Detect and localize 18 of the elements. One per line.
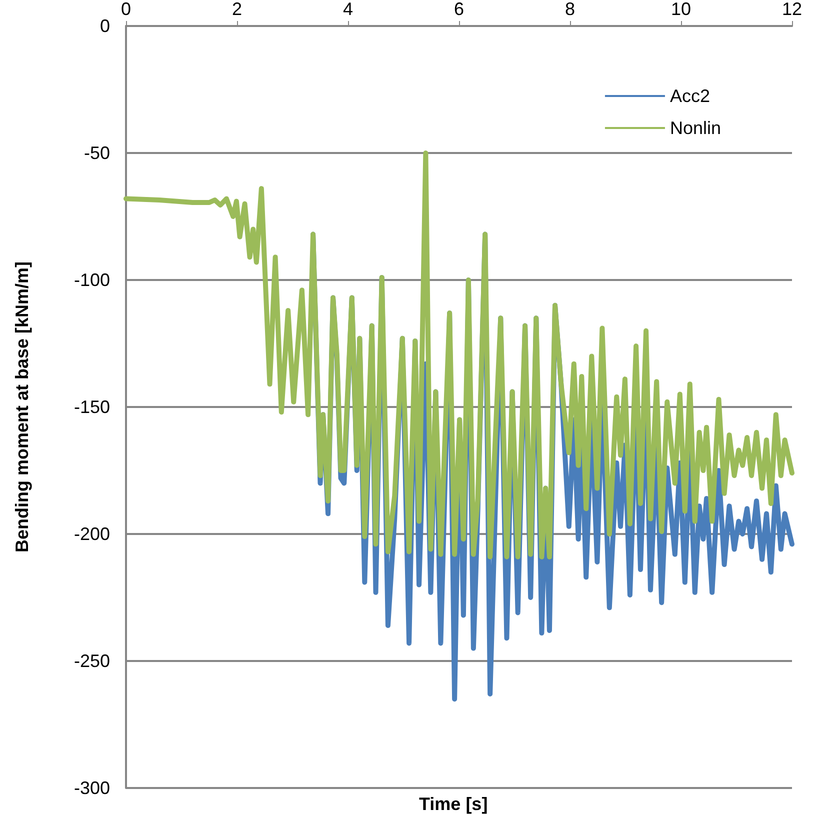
y-axis-title: Bending moment at base [kNm/m] (12, 261, 32, 553)
y-tick-label: -250 (74, 651, 110, 671)
y-tick-label: -50 (84, 143, 110, 163)
legend-label: Nonlin (670, 118, 721, 138)
x-tick-label: 2 (232, 0, 242, 19)
x-tick-label: 4 (342, 0, 354, 19)
y-tick-label: 0 (100, 16, 110, 36)
x-tick-label: 0 (120, 0, 132, 19)
x-tick-label: 10 (670, 0, 692, 19)
x-tick-label: 6 (454, 0, 464, 19)
y-tick-label: -100 (74, 270, 110, 290)
y-tick-label: -300 (74, 778, 110, 798)
legend-label: Acc2 (670, 86, 710, 106)
x-tick-label: 8 (564, 0, 576, 19)
y-tick-label: -150 (74, 397, 110, 417)
y-tick-label: -200 (74, 524, 110, 544)
x-axis-title: Time [s] (419, 794, 488, 814)
x-tick-label: 12 (782, 0, 802, 19)
